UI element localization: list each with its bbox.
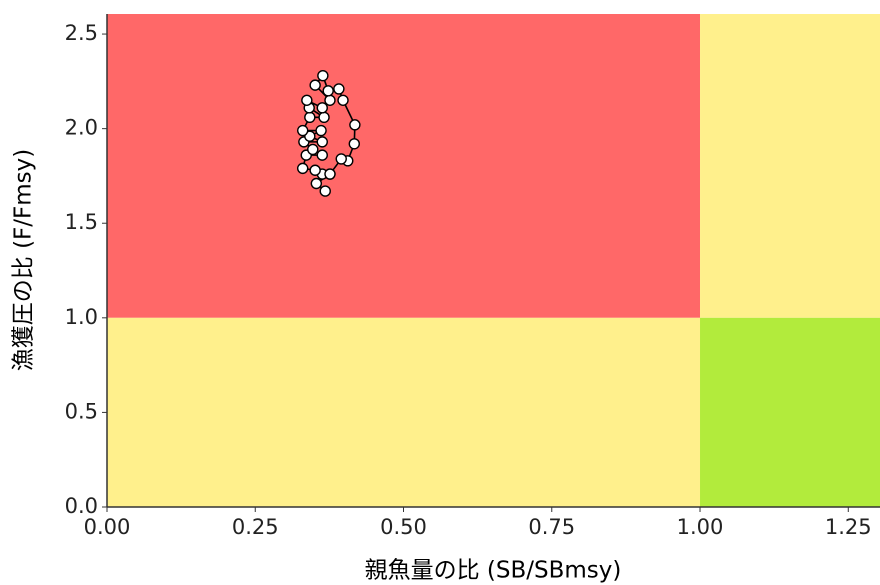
x-tick-label: 0.50 <box>380 515 427 539</box>
point <box>324 168 336 180</box>
point <box>322 85 334 97</box>
x-tick-label: 0.75 <box>528 515 575 539</box>
point <box>309 164 321 176</box>
x-axis-title: 親魚量の比 (SB/SBmsy) <box>365 558 622 584</box>
point <box>316 102 328 114</box>
point <box>317 69 329 82</box>
point <box>349 119 361 131</box>
point <box>318 111 330 123</box>
point <box>319 185 331 197</box>
point <box>307 143 319 156</box>
point <box>296 124 309 137</box>
x-tick-label: 0.00 <box>84 515 131 539</box>
zone-green <box>700 317 880 507</box>
zone-red <box>107 14 701 318</box>
y-tick-label: 0.0 <box>65 494 98 518</box>
point <box>337 94 349 106</box>
point <box>348 138 360 150</box>
point <box>324 94 336 106</box>
zone-yellow <box>107 317 701 507</box>
point <box>335 153 347 165</box>
point <box>304 111 316 123</box>
point <box>316 136 328 148</box>
y-tick-label: 2.5 <box>65 21 98 45</box>
point <box>309 79 321 91</box>
point <box>315 124 327 137</box>
point <box>310 177 323 190</box>
point <box>333 83 345 95</box>
point <box>296 162 309 175</box>
x-tick-label: 0.25 <box>232 515 279 539</box>
x-tick-label: 1.00 <box>677 515 724 539</box>
point <box>316 149 328 161</box>
x-tick-label: 1.25 <box>825 515 872 539</box>
y-tick-label: 2.0 <box>65 116 98 140</box>
y-axis-title: 漁獲圧の比 (F/Fmsy) <box>11 149 37 371</box>
y-tick-label: 0.5 <box>65 399 98 423</box>
y-tick-label: 1.5 <box>65 210 98 234</box>
y-tick-label: 1.0 <box>65 305 98 329</box>
zone-yellow <box>700 14 880 318</box>
point <box>301 94 313 106</box>
